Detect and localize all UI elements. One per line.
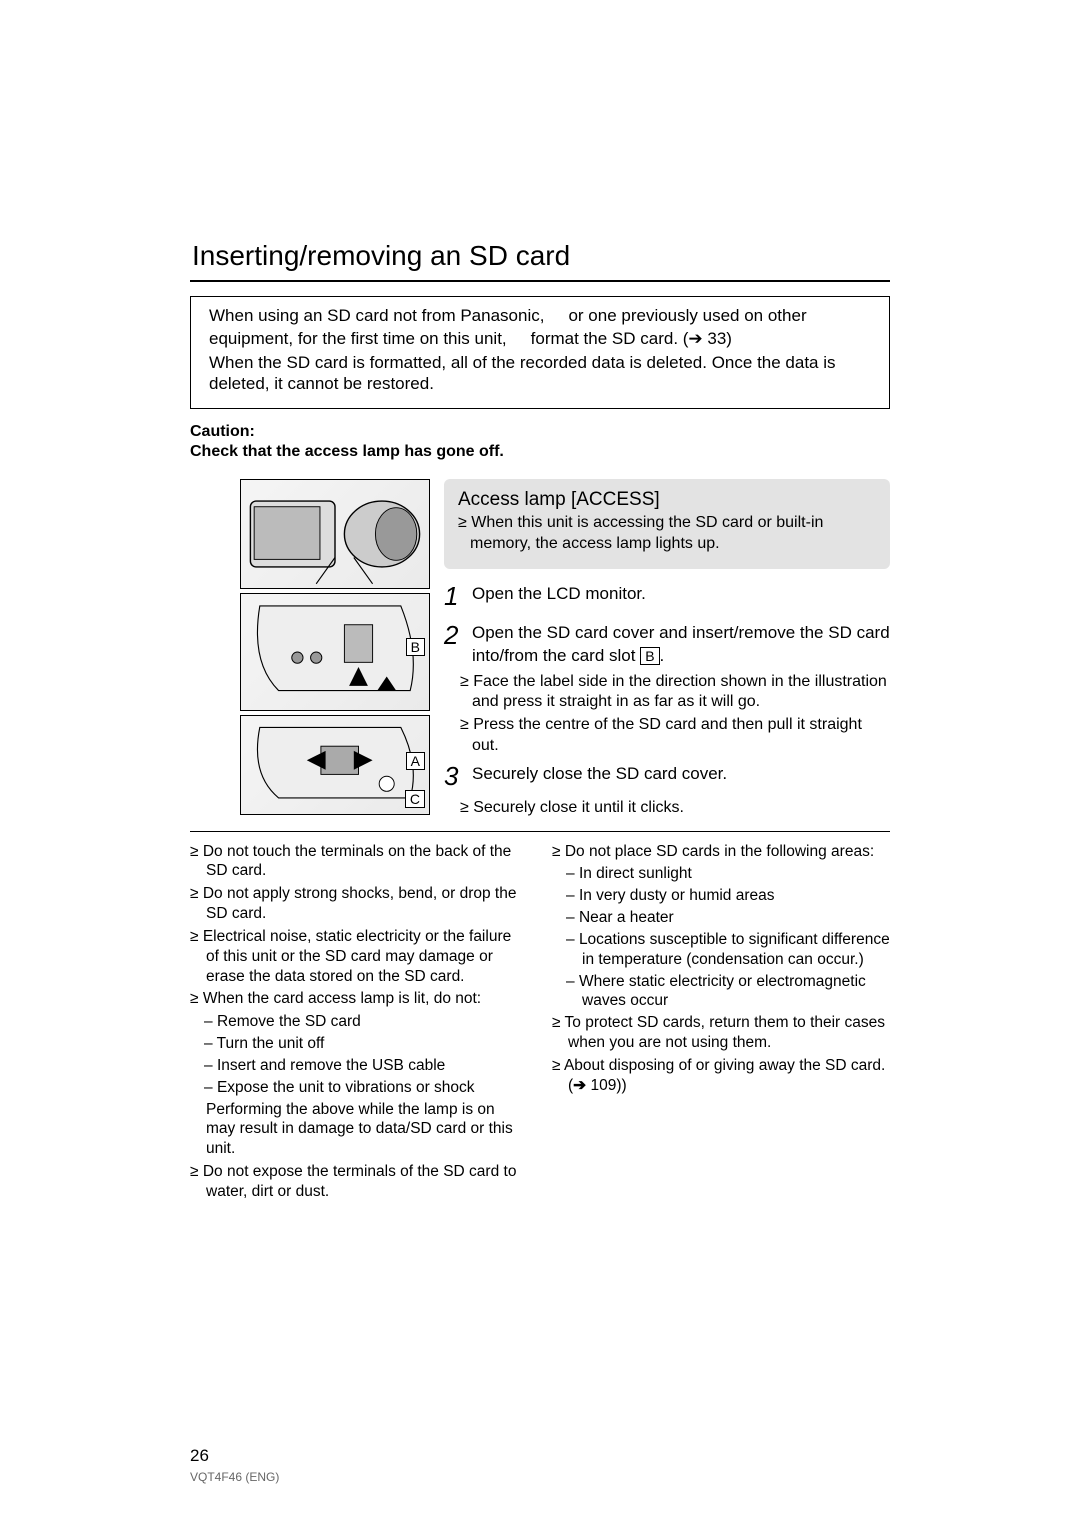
step-1-num: 1 <box>444 579 462 614</box>
notice-4: deleted, it cannot be restored. <box>209 373 871 394</box>
l-d1: – Remove the SD card <box>190 1012 528 1032</box>
step-3: 3 Securely close the SD card cover. <box>444 759 890 794</box>
step-2-text: Open the SD card cover and insert/remove… <box>472 618 890 668</box>
r-b6: ≥ Do not place SD cards in the following… <box>552 842 890 862</box>
l-b4out: Performing the above while the lamp is o… <box>190 1100 528 1159</box>
camera-svg <box>241 480 429 588</box>
step-1-text: Open the LCD monitor. <box>472 579 890 606</box>
step-1: 1 Open the LCD monitor. <box>444 579 890 614</box>
right-column: ≥ Do not place SD cards in the following… <box>552 842 890 1205</box>
bottom-columns: ≥ Do not touch the terminals on the back… <box>190 842 890 1205</box>
step-2-sub-b: ≥ Press the centre of the SD card and th… <box>444 715 890 757</box>
notice-box: When using an SD card not from Panasonic… <box>190 296 890 409</box>
label-b: B <box>406 638 425 656</box>
r-d9: – Where static electricity or electromag… <box>552 972 890 1012</box>
caution-label: Caution: <box>190 423 890 441</box>
image-column: B A C <box>190 479 430 821</box>
illustration-camera <box>240 479 430 589</box>
step-3-sub: ≥ Securely close it until it clicks. <box>444 798 890 819</box>
notice-2a: equipment, for the first time on this un… <box>209 328 507 349</box>
l-b3: ≥ Electrical noise, static electricity o… <box>190 927 528 986</box>
caution-text: Check that the access lamp has gone off. <box>190 443 890 461</box>
r-b7: ≥ To protect SD cards, return them to th… <box>552 1013 890 1053</box>
access-bullet: ≥ When this unit is accessing the SD car… <box>458 513 876 555</box>
r-d5: – In direct sunlight <box>552 864 890 884</box>
l-b2: ≥ Do not apply strong shocks, bend, or d… <box>190 884 528 924</box>
l-b1: ≥ Do not touch the terminals on the back… <box>190 842 528 882</box>
page-subtext: VQT4F46 (ENG) <box>190 1470 279 1484</box>
l-b4: ≥ When the card access lamp is lit, do n… <box>190 989 528 1009</box>
step-2-num: 2 <box>444 618 462 653</box>
l-d4: – Expose the unit to vibrations or shock <box>190 1078 528 1098</box>
access-title: Access lamp [ACCESS] <box>458 489 876 511</box>
notice-2b: format the SD card. (➔ 33) <box>531 328 732 349</box>
l-d2: – Turn the unit off <box>190 1034 528 1054</box>
step-2: 2 Open the SD card cover and insert/remo… <box>444 618 890 668</box>
notice-1a: When using an SD card not from Panasonic… <box>209 305 544 326</box>
r-d7: – Near a heater <box>552 908 890 928</box>
step-2-sub-a: ≥ Face the label side in the direction s… <box>444 672 890 714</box>
insert-svg <box>241 716 429 814</box>
illustration-slot: B <box>240 593 430 711</box>
page-title: Inserting/removing an SD card <box>190 240 890 272</box>
r-d6: – In very dusty or humid areas <box>552 886 890 906</box>
page-number: 26 <box>190 1446 209 1466</box>
notice-3: When the SD card is formatted, all of th… <box>209 352 871 373</box>
label-c: C <box>405 790 425 808</box>
l-d3: – Insert and remove the USB cable <box>190 1056 528 1076</box>
step-3-num: 3 <box>444 759 462 794</box>
slot-svg <box>241 594 429 710</box>
notice-1b: or one previously used on other <box>568 305 806 326</box>
r-b8: ≥ About disposing of or giving away the … <box>552 1056 890 1096</box>
access-box: Access lamp [ACCESS] ≥ When this unit is… <box>444 479 890 569</box>
left-column: ≥ Do not touch the terminals on the back… <box>190 842 528 1205</box>
label-a: A <box>406 752 425 770</box>
divider <box>190 831 890 832</box>
title-underline <box>190 280 890 282</box>
main-row: B A C Access lamp [ACCESS] ≥ When this u… <box>190 479 890 821</box>
step-3-text: Securely close the SD card cover. <box>472 759 890 786</box>
r-d8: – Locations susceptible to significant d… <box>552 930 890 970</box>
l-b5: ≥ Do not expose the terminals of the SD … <box>190 1162 528 1202</box>
text-column: Access lamp [ACCESS] ≥ When this unit is… <box>444 479 890 821</box>
illustration-insert: A C <box>240 715 430 815</box>
